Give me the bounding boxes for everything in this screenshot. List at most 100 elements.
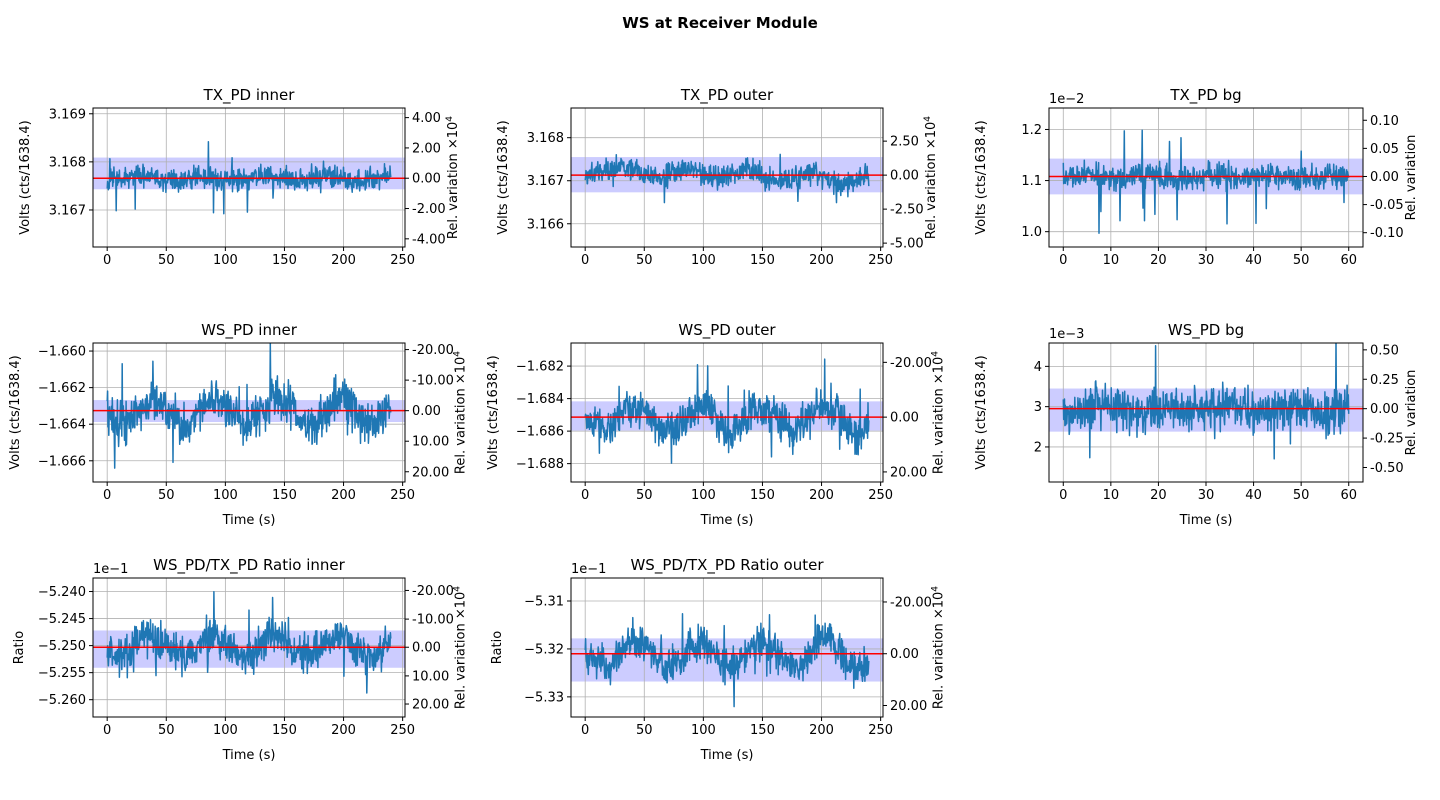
- signal-line: [1062, 343, 1350, 460]
- x-tick-label: 150: [750, 253, 775, 268]
- y-tick-label: 3.168: [49, 155, 86, 170]
- x-tick-label: 50: [636, 488, 653, 503]
- x-tick-label: 50: [636, 723, 653, 738]
- y2-tick-label: 20.00: [890, 699, 927, 714]
- x-axis-label: Time (s): [700, 513, 754, 528]
- axes-frame: [570, 107, 884, 248]
- y2-axis-label: Rel. variation ×104: [453, 586, 469, 709]
- x-tick-label: 30: [1198, 488, 1215, 503]
- y2-axis-label: Rel. variation ×104: [923, 116, 939, 239]
- signal-line: [584, 613, 870, 708]
- y-tick-label: 3.166: [527, 217, 564, 232]
- y-tick-label: 3.167: [527, 174, 564, 189]
- subplot-1: 0 50 100 150 200 250 3.167 3.168 3.169 4.00 2.00 0.…: [18, 86, 461, 268]
- signal-line: [584, 358, 870, 464]
- x-tick-label: 50: [1293, 253, 1310, 268]
- y-offset-label: 1e−3: [1049, 327, 1084, 342]
- y-tick-label: −5.250: [38, 639, 86, 654]
- subplot-title: WS_PD outer: [678, 321, 776, 340]
- y-tick-label: 4: [1034, 360, 1042, 375]
- y2-tick-label: 0.00: [412, 641, 441, 656]
- subplot-title: WS_PD/TX_PD Ratio outer: [630, 556, 824, 575]
- y-tick-label: −1.662: [38, 381, 86, 396]
- subplot-title: TX_PD bg: [1169, 86, 1241, 105]
- axes-frame: [92, 107, 406, 248]
- y-tick-label: 3.168: [527, 131, 564, 146]
- subplot-7: 0 50 100 150 200 250 −5.260 −5.255 −5.250 −5.245 −…: [12, 556, 469, 763]
- y-axis-label: Ratio: [12, 631, 27, 664]
- y2-tick-label: 0.00: [1370, 402, 1399, 417]
- y2-axis-label: Rel. variation: [1404, 370, 1419, 456]
- x-tick-label: 150: [272, 253, 297, 268]
- y-tick-label: 3.167: [49, 203, 86, 218]
- y2-axis-label: Rel. variation: [1404, 135, 1419, 221]
- x-tick-label: 60: [1340, 253, 1357, 268]
- x-tick-label: 100: [213, 488, 238, 503]
- axes-frame: [570, 577, 884, 718]
- signal-line: [106, 343, 392, 469]
- x-tick-label: 0: [581, 488, 589, 503]
- subplot-2: 0 50 100 150 200 250 3.166 3.167 3.168 2.50 0.00 -2…: [496, 86, 939, 268]
- y2-tick-label: -0.05: [1370, 198, 1404, 213]
- y2-tick-label: 0.05: [1370, 142, 1399, 157]
- y2-tick-label: 0.50: [1370, 343, 1399, 358]
- x-tick-label: 40: [1245, 488, 1262, 503]
- y2-tick-label: -10.00: [412, 374, 454, 389]
- x-tick-label: 250: [390, 488, 415, 503]
- x-tick-label: 150: [750, 723, 775, 738]
- y2-tick-label: 0.00: [1370, 170, 1399, 185]
- y2-tick-label: -20.00: [890, 356, 932, 371]
- x-tick-label: 0: [1059, 253, 1067, 268]
- x-tick-label: 100: [691, 253, 716, 268]
- x-tick-label: 50: [636, 253, 653, 268]
- y-tick-label: −5.33: [524, 690, 564, 705]
- subplot-title: WS_PD bg: [1168, 321, 1244, 340]
- x-tick-label: 200: [809, 488, 834, 503]
- y-axis-label: Ratio: [490, 631, 505, 664]
- x-axis-label: Time (s): [700, 748, 754, 763]
- x-tick-label: 50: [158, 488, 175, 503]
- subplot-4: 0 50 100 150 200 250 −1.666 −1.664 −1.662 −1.660 -…: [8, 321, 469, 528]
- y2-tick-label: -0.10: [1370, 226, 1404, 241]
- y-axis-label: Volts (cts/1638.4): [486, 355, 501, 469]
- x-tick-label: 0: [581, 723, 589, 738]
- x-axis-label: Time (s): [222, 513, 276, 528]
- y2-tick-label: -0.25: [1370, 432, 1404, 447]
- x-tick-label: 200: [331, 488, 356, 503]
- y2-axis-label: Rel. variation ×104: [453, 351, 469, 474]
- x-tick-label: 50: [158, 723, 175, 738]
- x-tick-label: 150: [272, 723, 297, 738]
- x-axis-label: Time (s): [222, 748, 276, 763]
- x-tick-label: 100: [213, 253, 238, 268]
- figure-title: WS at Receiver Module: [622, 14, 818, 32]
- y-tick-label: −1.684: [516, 392, 564, 407]
- y2-tick-label: 4.00: [412, 111, 441, 126]
- y2-tick-label: 10.00: [412, 669, 449, 684]
- y2-tick-label: 10.00: [412, 435, 449, 450]
- subplot-5: 0 50 100 150 200 250 −1.688 −1.686 −1.684 −1.682 -…: [486, 321, 947, 528]
- y2-tick-label: 0.00: [412, 404, 441, 419]
- y-offset-label: 1e−2: [1049, 92, 1084, 107]
- y-tick-label: 2: [1034, 440, 1042, 455]
- y-tick-label: −5.245: [38, 612, 86, 627]
- y2-tick-label: 2.50: [890, 135, 919, 150]
- axes-frame: [570, 342, 884, 483]
- y2-tick-label: -0.50: [1370, 461, 1404, 476]
- y-tick-label: −1.682: [516, 360, 564, 375]
- x-tick-label: 30: [1198, 253, 1215, 268]
- signal-line: [106, 140, 392, 215]
- y-tick-label: 1.0: [1021, 225, 1042, 240]
- y-tick-label: −1.686: [516, 425, 564, 440]
- x-tick-label: 10: [1103, 253, 1120, 268]
- subplot-title: WS_PD inner: [201, 321, 298, 340]
- subplot-3: 0 10 20 30 40 50 60 1.0 1.1 1.2 0.10 0.05 0.00 -0.05 -…: [974, 86, 1419, 268]
- y2-tick-label: 0.00: [412, 172, 441, 187]
- y2-tick-label: -10.00: [412, 613, 454, 628]
- y-tick-label: 3: [1034, 400, 1042, 415]
- x-tick-label: 250: [390, 723, 415, 738]
- y-axis-label: Volts (cts/1638.4): [18, 120, 33, 234]
- y2-axis-label: Rel. variation ×104: [931, 586, 947, 709]
- x-tick-label: 200: [809, 253, 834, 268]
- x-tick-label: 200: [331, 253, 356, 268]
